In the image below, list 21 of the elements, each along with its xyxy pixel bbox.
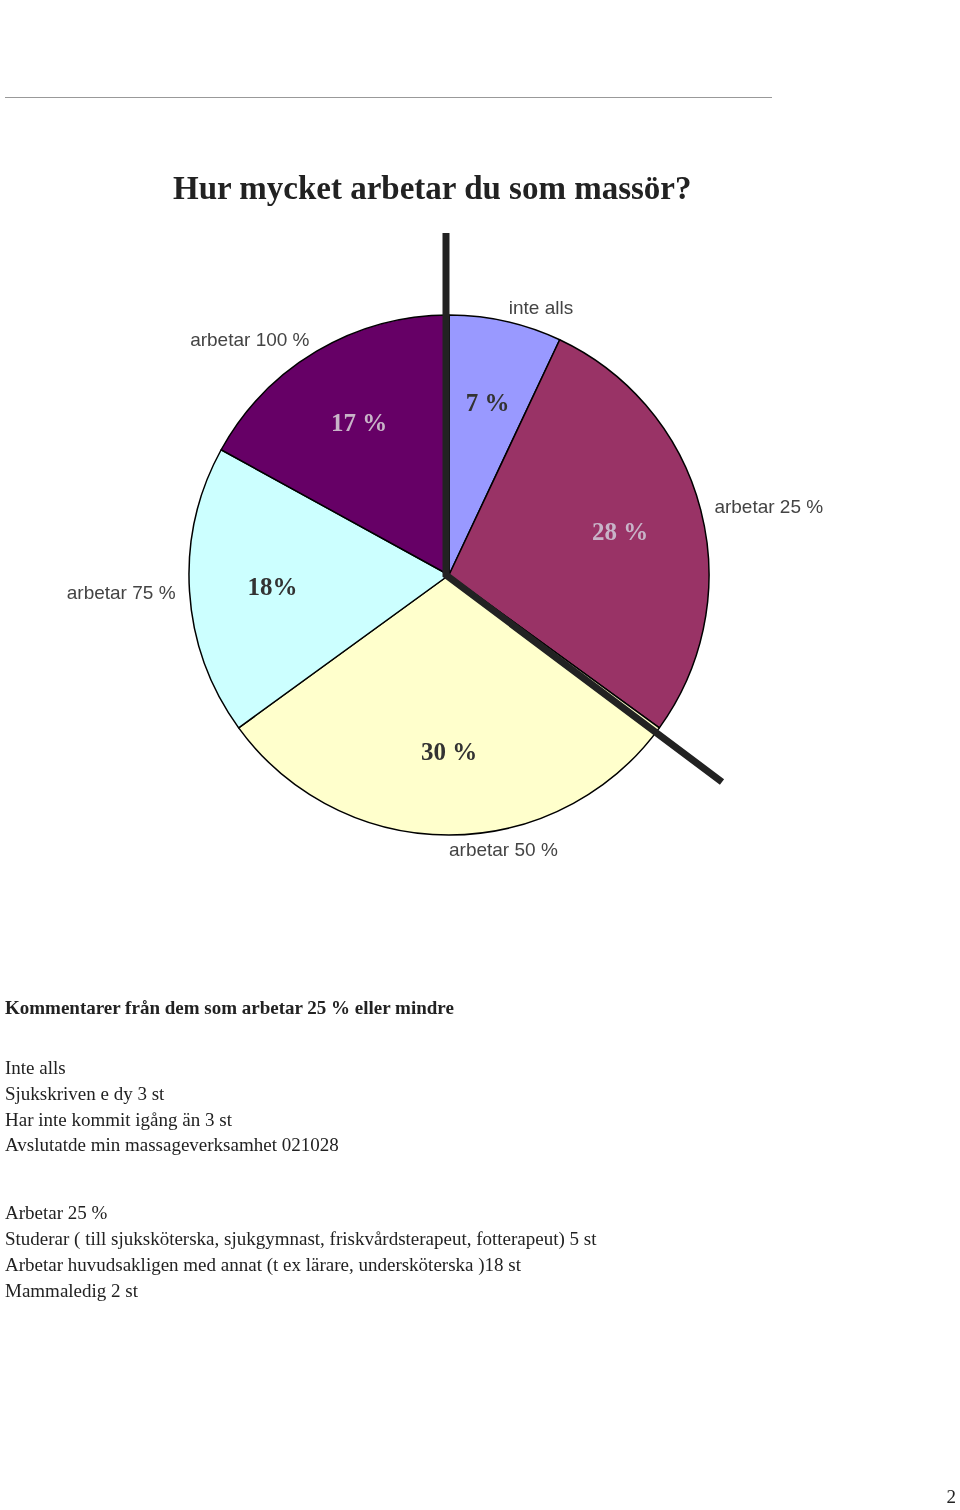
text: Sjukskriven e dy 3 st bbox=[5, 1083, 165, 1105]
chart-title: Hur mycket arbetar du som massör? bbox=[173, 169, 692, 206]
slice-label: arbetar 25 % bbox=[714, 496, 824, 518]
text: Arbetar 25 % bbox=[5, 1202, 108, 1224]
text: 2 bbox=[946, 1486, 956, 1508]
text: Har inte kommit igång än 3 st bbox=[5, 1109, 232, 1131]
data-label: 18% bbox=[247, 572, 298, 600]
text: Mammaledig 2 st bbox=[5, 1280, 138, 1302]
slice-label: arbetar 50 % bbox=[449, 838, 558, 860]
data-label: 17 % bbox=[330, 409, 388, 437]
slice-label: arbetar 75 % bbox=[66, 581, 176, 603]
text: Avslutatde min massageverksamhet 021028 bbox=[5, 1134, 339, 1156]
text: Kommentarer från dem som arbetar 25 % eller mindre bbox=[5, 997, 454, 1019]
slice-label: arbetar 100 % bbox=[190, 328, 310, 350]
data-label: 7 % bbox=[465, 388, 510, 416]
data-label: 30 % bbox=[420, 738, 478, 766]
data-label: 28 % bbox=[592, 517, 649, 545]
slice-label: inte alls bbox=[508, 297, 574, 319]
text: Inte alls bbox=[5, 1057, 66, 1079]
text: Studerar ( till sjuksköterska, sjukgymnast, friskvårdsterapeut, fotterapeut) 5 st bbox=[5, 1228, 597, 1250]
text: Arbetar huvudsakligen med annat (t ex lärare, undersköterska )18 st bbox=[5, 1254, 521, 1276]
